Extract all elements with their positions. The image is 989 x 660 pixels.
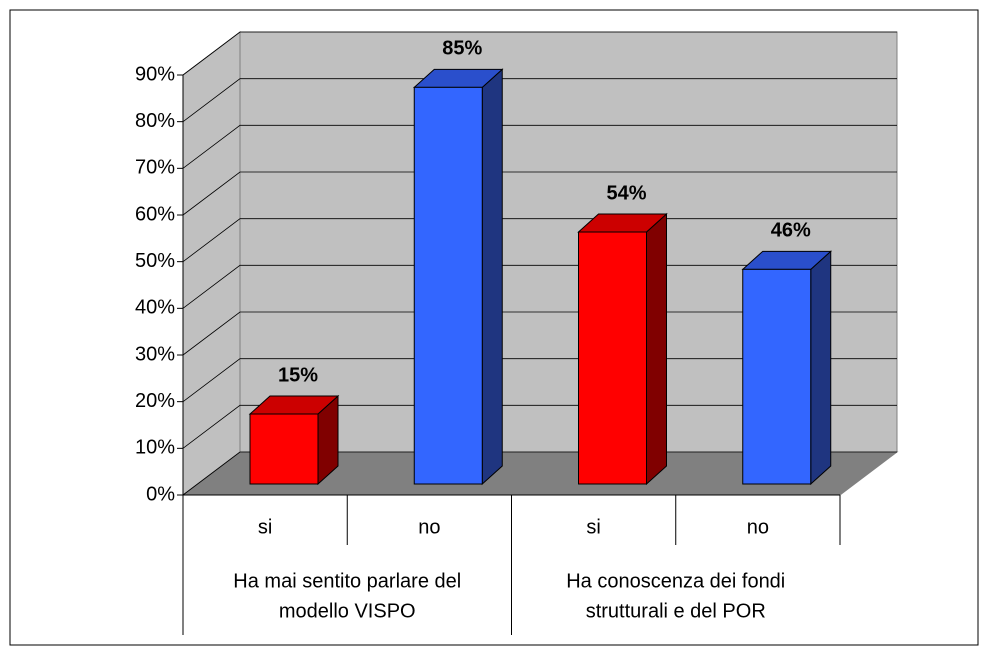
grid-line bbox=[182, 124, 897, 169]
bar-side bbox=[646, 212, 667, 486]
grid-line bbox=[182, 264, 897, 309]
x-tick-label: no bbox=[747, 516, 769, 538]
grid-line bbox=[182, 78, 897, 122]
grid-line bbox=[182, 311, 897, 356]
bar bbox=[742, 268, 812, 485]
bar-side bbox=[810, 250, 832, 486]
y-tick-label: 20% bbox=[135, 390, 175, 412]
y-tick-label: 10% bbox=[135, 437, 175, 459]
grid-line bbox=[182, 358, 897, 402]
bar bbox=[578, 231, 647, 485]
group-label: modello VISPO bbox=[279, 600, 416, 622]
y-tick-label: 80% bbox=[135, 110, 175, 132]
group-label: strutturali e del POR bbox=[586, 600, 766, 622]
value-label: 15% bbox=[278, 364, 318, 386]
x-tick-label: si bbox=[258, 516, 272, 538]
left-wall bbox=[182, 30, 241, 497]
y-tick-label: 30% bbox=[135, 343, 175, 365]
grid-line bbox=[182, 451, 897, 496]
grid-line bbox=[182, 404, 897, 449]
value-label: 85% bbox=[442, 38, 482, 60]
y-tick-label: 0% bbox=[146, 483, 175, 505]
x-tick-label: no bbox=[418, 516, 440, 538]
y-tick-label: 60% bbox=[135, 203, 175, 225]
grid-line bbox=[182, 218, 897, 262]
bar-side bbox=[481, 68, 503, 486]
bar bbox=[249, 413, 319, 485]
x-tick-label: si bbox=[586, 516, 600, 538]
y-tick-label: 50% bbox=[135, 250, 175, 272]
y-tick-label: 40% bbox=[135, 297, 175, 319]
value-label: 54% bbox=[606, 182, 646, 204]
group-label: Ha mai sentito parlare del bbox=[233, 570, 461, 592]
group-label: Ha conoscenza dei fondi bbox=[566, 570, 785, 592]
grid-line bbox=[182, 171, 897, 216]
bar bbox=[413, 86, 483, 485]
y-tick-label: 90% bbox=[135, 63, 175, 85]
grid-line bbox=[182, 31, 897, 76]
value-label: 46% bbox=[771, 220, 811, 242]
y-tick-label: 70% bbox=[135, 157, 175, 179]
